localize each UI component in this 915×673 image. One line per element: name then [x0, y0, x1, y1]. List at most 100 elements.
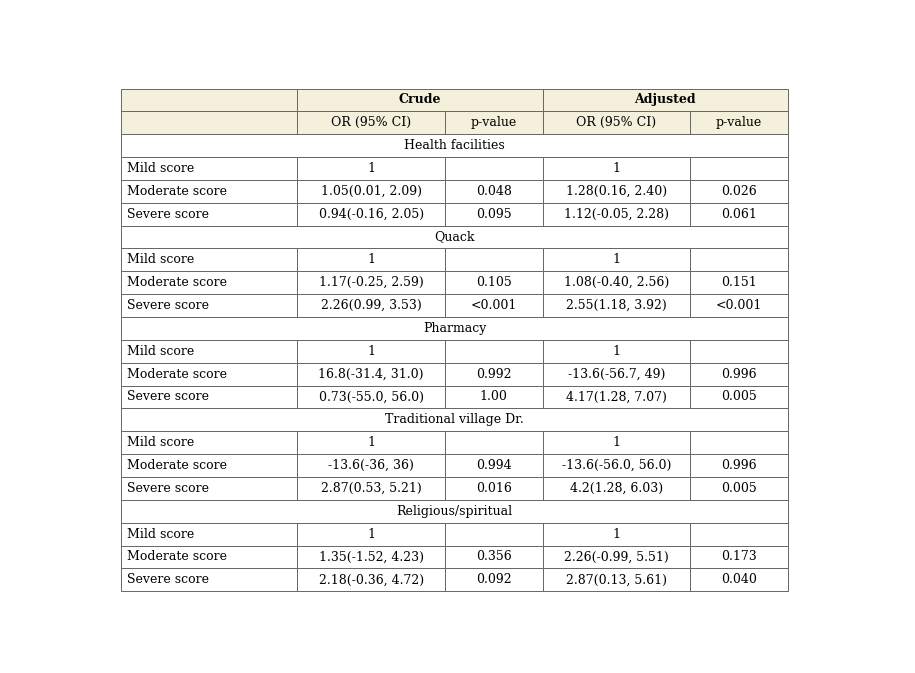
Text: Moderate score: Moderate score	[127, 367, 227, 381]
Text: Moderate score: Moderate score	[127, 459, 227, 472]
Bar	[690, 386, 788, 409]
Bar	[690, 546, 788, 568]
Bar	[543, 157, 690, 180]
Bar	[543, 431, 690, 454]
Text: 1: 1	[367, 162, 375, 175]
Text: 0.994: 0.994	[476, 459, 511, 472]
Bar	[543, 363, 690, 386]
Text: Severe score: Severe score	[127, 299, 210, 312]
Bar	[543, 477, 690, 500]
Bar	[543, 203, 690, 225]
Text: <0.001: <0.001	[470, 299, 517, 312]
Bar	[122, 477, 297, 500]
Bar	[690, 477, 788, 500]
Text: Adjusted: Adjusted	[635, 94, 696, 106]
Bar	[445, 294, 543, 317]
Text: 1: 1	[367, 436, 375, 449]
Bar	[543, 248, 690, 271]
Bar	[122, 248, 297, 271]
Bar	[297, 546, 445, 568]
Bar	[122, 294, 297, 317]
Text: 0.048: 0.048	[476, 185, 511, 198]
Text: Mild score: Mild score	[127, 436, 194, 449]
Text: 1.00: 1.00	[479, 390, 508, 404]
Text: 1.28(0.16, 2.40): 1.28(0.16, 2.40)	[565, 185, 667, 198]
Bar	[445, 431, 543, 454]
Bar	[122, 271, 297, 294]
Text: Severe score: Severe score	[127, 573, 210, 586]
Bar	[297, 89, 543, 111]
Bar	[297, 203, 445, 225]
Text: 1.08(-0.40, 2.56): 1.08(-0.40, 2.56)	[564, 276, 669, 289]
Bar	[297, 111, 445, 134]
Bar	[543, 294, 690, 317]
Text: 0.94(-0.16, 2.05): 0.94(-0.16, 2.05)	[318, 208, 424, 221]
Text: 1: 1	[367, 345, 375, 358]
Text: 0.151: 0.151	[721, 276, 757, 289]
Text: OR (95% CI): OR (95% CI)	[576, 116, 656, 129]
Text: 1.17(-0.25, 2.59): 1.17(-0.25, 2.59)	[318, 276, 424, 289]
Text: 1.12(-0.05, 2.28): 1.12(-0.05, 2.28)	[564, 208, 669, 221]
Text: 0.996: 0.996	[721, 367, 757, 381]
Bar	[690, 248, 788, 271]
Bar	[445, 477, 543, 500]
Bar	[122, 500, 788, 523]
Text: p-value: p-value	[716, 116, 762, 129]
Text: 1: 1	[367, 528, 375, 540]
Text: 1: 1	[612, 528, 620, 540]
Bar	[122, 523, 297, 546]
Bar	[543, 568, 690, 591]
Text: 2.87(0.53, 5.21): 2.87(0.53, 5.21)	[320, 482, 422, 495]
Bar	[122, 363, 297, 386]
Text: 0.173: 0.173	[721, 551, 757, 563]
Bar	[122, 203, 297, 225]
Text: Quack: Quack	[435, 231, 475, 244]
Text: 0.026: 0.026	[721, 185, 757, 198]
Text: 0.005: 0.005	[721, 482, 757, 495]
Text: 1.05(0.01, 2.09): 1.05(0.01, 2.09)	[320, 185, 422, 198]
Bar	[690, 203, 788, 225]
Text: 16.8(-31.4, 31.0): 16.8(-31.4, 31.0)	[318, 367, 424, 381]
Text: 2.87(0.13, 5.61): 2.87(0.13, 5.61)	[566, 573, 667, 586]
Bar	[122, 225, 788, 248]
Text: Severe score: Severe score	[127, 390, 210, 404]
Text: 1: 1	[612, 162, 620, 175]
Text: 0.992: 0.992	[476, 367, 511, 381]
Text: Mild score: Mild score	[127, 254, 194, 267]
Bar	[690, 180, 788, 203]
Bar	[445, 157, 543, 180]
Bar	[122, 157, 297, 180]
Text: 0.016: 0.016	[476, 482, 511, 495]
Text: 4.17(1.28, 7.07): 4.17(1.28, 7.07)	[566, 390, 667, 404]
Text: Mild score: Mild score	[127, 528, 194, 540]
Text: -13.6(-36, 36): -13.6(-36, 36)	[328, 459, 414, 472]
Text: 0.092: 0.092	[476, 573, 511, 586]
Text: 0.005: 0.005	[721, 390, 757, 404]
Bar	[690, 111, 788, 134]
Bar	[543, 546, 690, 568]
Bar	[690, 431, 788, 454]
Bar	[297, 523, 445, 546]
Text: 1.35(-1.52, 4.23): 1.35(-1.52, 4.23)	[318, 551, 424, 563]
Text: Health facilities: Health facilities	[404, 139, 505, 152]
Bar	[122, 134, 788, 157]
Bar	[543, 271, 690, 294]
Text: 1: 1	[612, 345, 620, 358]
Text: 0.73(-55.0, 56.0): 0.73(-55.0, 56.0)	[318, 390, 424, 404]
Bar	[122, 409, 788, 431]
Text: Moderate score: Moderate score	[127, 276, 227, 289]
Bar	[543, 111, 690, 134]
Bar	[690, 340, 788, 363]
Text: Moderate score: Moderate score	[127, 551, 227, 563]
Text: 0.061: 0.061	[721, 208, 757, 221]
Text: 1: 1	[612, 436, 620, 449]
Text: OR (95% CI): OR (95% CI)	[331, 116, 411, 129]
Text: 0.105: 0.105	[476, 276, 511, 289]
Text: p-value: p-value	[470, 116, 517, 129]
Bar	[297, 157, 445, 180]
Text: 2.18(-0.36, 4.72): 2.18(-0.36, 4.72)	[318, 573, 424, 586]
Bar	[297, 180, 445, 203]
Bar	[445, 546, 543, 568]
Text: 1: 1	[367, 254, 375, 267]
Text: Moderate score: Moderate score	[127, 185, 227, 198]
